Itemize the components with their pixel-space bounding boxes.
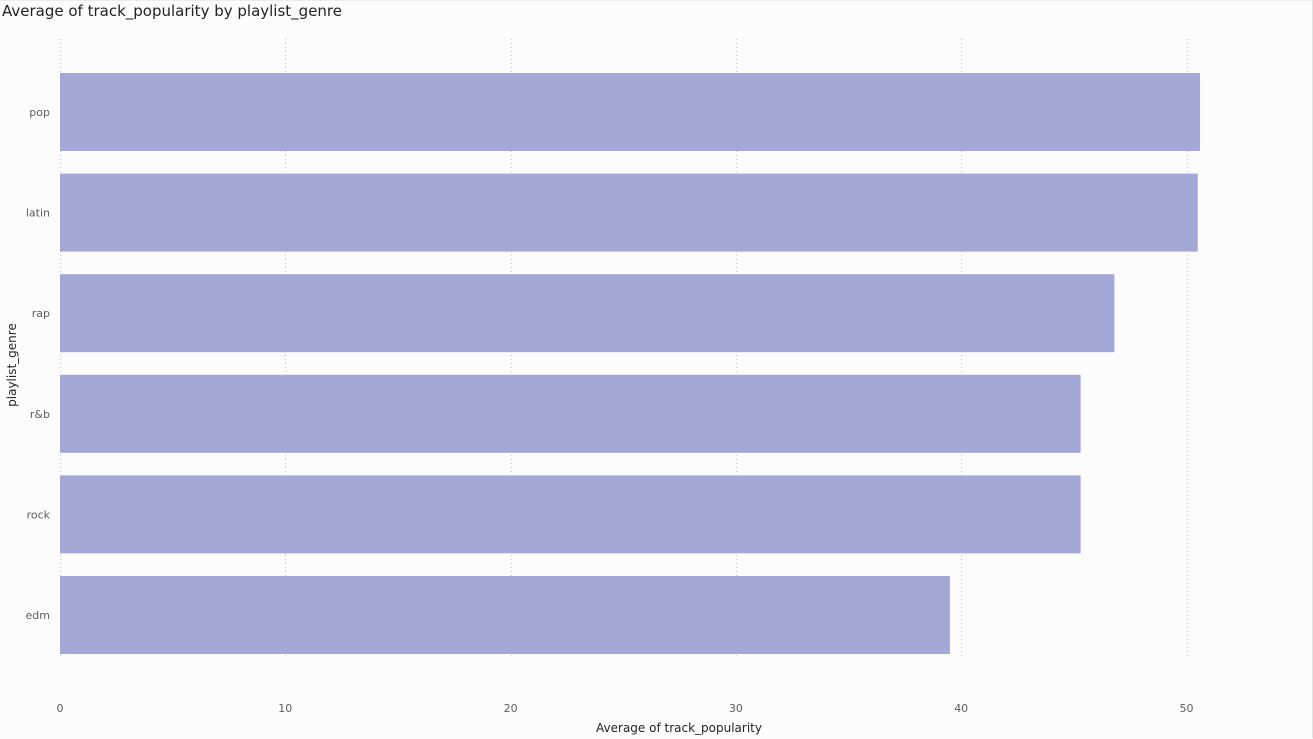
bar-pop[interactable] bbox=[60, 73, 1201, 151]
y-axis-ticks: pop latin rap r&b rock edm bbox=[26, 106, 51, 622]
x-tick-label: 0 bbox=[57, 702, 64, 715]
y-tick-label: rap bbox=[32, 307, 50, 320]
y-tick-label: rock bbox=[27, 508, 51, 521]
x-tick-label: 30 bbox=[729, 702, 743, 715]
x-tick-label: 20 bbox=[504, 702, 518, 715]
y-tick-label: edm bbox=[26, 609, 50, 622]
bar-latin[interactable] bbox=[60, 173, 1198, 252]
x-tick-label: 40 bbox=[954, 702, 968, 715]
bar-rock[interactable] bbox=[60, 475, 1081, 554]
y-tick-label: r&b bbox=[30, 408, 50, 421]
chart-title: Average of track_popularity by playlist_… bbox=[2, 2, 342, 20]
y-axis-title: playlist_genre bbox=[5, 323, 19, 407]
bars bbox=[60, 73, 1201, 654]
y-tick-label: pop bbox=[29, 106, 50, 119]
y-tick-label: latin bbox=[26, 207, 50, 220]
x-tick-label: 10 bbox=[278, 702, 292, 715]
bar-edm[interactable] bbox=[60, 576, 950, 654]
x-axis-title: Average of track_popularity bbox=[596, 721, 762, 735]
x-tick-label: 50 bbox=[1180, 702, 1194, 715]
bar-rb[interactable] bbox=[60, 374, 1081, 453]
bar-rap[interactable] bbox=[60, 274, 1115, 353]
x-axis-ticks: 0 10 20 30 40 50 bbox=[57, 702, 1194, 715]
